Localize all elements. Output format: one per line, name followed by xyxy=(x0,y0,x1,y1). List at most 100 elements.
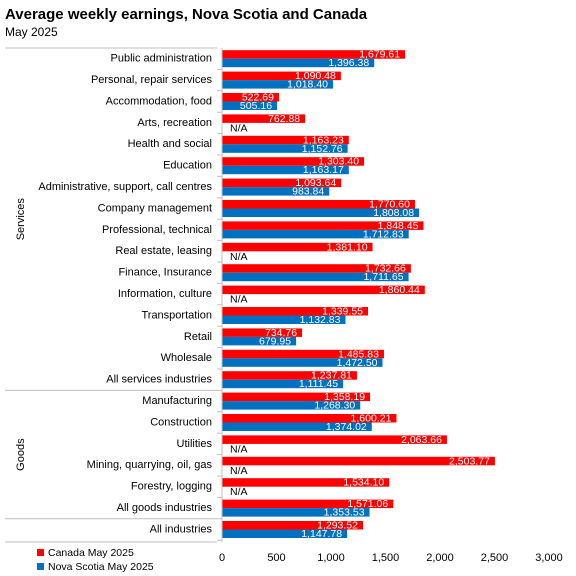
bar-canada xyxy=(222,285,425,295)
bar-nova-scotia xyxy=(222,165,349,175)
category-label: Mining, quarrying, oil, gas xyxy=(87,459,213,471)
data-label: 1,358.19 xyxy=(324,391,365,403)
data-label: 983.84 xyxy=(292,186,324,198)
group-label: Goods xyxy=(15,438,27,471)
category-label: Utilities xyxy=(177,438,213,450)
bar-nova-scotia xyxy=(222,422,372,431)
chart-subtitle: May 2025 xyxy=(5,25,58,39)
data-label: 1,147.78 xyxy=(301,528,342,540)
bar-canada xyxy=(222,307,369,316)
bar-canada xyxy=(222,392,371,402)
data-label: 1,485.83 xyxy=(338,348,379,360)
data-label: 1,111.45 xyxy=(299,378,338,390)
data-label: 762.88 xyxy=(268,113,300,125)
bar-canada xyxy=(222,499,394,509)
category-label: Real estate, leasing xyxy=(115,245,212,257)
bar-nova-scotia xyxy=(222,358,383,367)
bar-canada xyxy=(222,71,341,81)
bar-canada xyxy=(222,414,397,423)
data-label: 1,712.83 xyxy=(363,228,404,240)
x-tick-label: 2,000 xyxy=(426,552,454,564)
bar-canada xyxy=(222,50,406,59)
bar-canada xyxy=(222,371,357,380)
data-label: 1,711.65 xyxy=(363,271,403,283)
data-label: 1,770.60 xyxy=(369,199,410,211)
data-label: 1,339.55 xyxy=(322,306,363,318)
bar-nova-scotia xyxy=(222,379,344,389)
data-label: 1,293.52 xyxy=(317,520,358,532)
data-label: 1,132.83 xyxy=(300,314,341,326)
bar-nova-scotia xyxy=(222,229,409,239)
bar-nova-scotia xyxy=(222,208,420,217)
data-label: 1,090.48 xyxy=(295,70,336,82)
bar-canada xyxy=(222,456,495,466)
bar-canada xyxy=(222,242,373,252)
group-label: Services xyxy=(15,198,27,241)
category-label: Education xyxy=(163,160,212,172)
legend-swatch-nova-scotia xyxy=(37,563,44,570)
data-label: N/A xyxy=(230,251,248,263)
x-tick-label: 2,500 xyxy=(481,552,509,564)
data-label: 1,848.45 xyxy=(378,220,419,232)
data-label: 1,600.21 xyxy=(351,413,392,425)
data-label: 1,860.44 xyxy=(379,284,420,296)
category-label: Personal, repair services xyxy=(91,74,213,86)
chart-title: Average weekly earnings, Nova Scotia and… xyxy=(5,6,368,23)
data-label: 1,381.10 xyxy=(327,241,368,253)
data-label: 1,472.50 xyxy=(337,357,378,369)
bar-canada xyxy=(222,435,447,444)
category-label: Transportation xyxy=(141,309,212,321)
bar-nova-scotia xyxy=(222,508,370,517)
bar-canada xyxy=(222,178,342,188)
bar-canada xyxy=(222,328,303,337)
data-label: N/A xyxy=(230,443,248,455)
bar-canada xyxy=(222,221,424,230)
bar-canada xyxy=(222,349,384,359)
bar-nova-scotia xyxy=(222,401,361,410)
category-label: Manufacturing xyxy=(142,395,212,407)
data-label: 522.69 xyxy=(242,92,274,104)
data-label: 1,163.23 xyxy=(303,134,344,146)
category-label: Construction xyxy=(150,416,212,428)
data-label: 1,018.40 xyxy=(287,79,328,91)
bar-nova-scotia xyxy=(222,529,348,538)
data-label: 1,679.61 xyxy=(359,49,400,61)
data-label: 1,353.53 xyxy=(324,507,365,519)
data-label: 1,732.66 xyxy=(365,263,406,275)
data-label: 1,374.02 xyxy=(326,421,367,433)
category-label: Administrative, support, call centres xyxy=(38,181,212,193)
x-tick-label: 1,500 xyxy=(372,552,400,564)
bar-nova-scotia xyxy=(222,58,375,68)
bar-canada xyxy=(222,157,365,166)
bar-nova-scotia xyxy=(222,336,297,346)
bar-canada xyxy=(222,478,390,487)
bar-canada xyxy=(222,93,279,102)
data-label: 1,396.38 xyxy=(328,57,369,69)
category-label: Information, culture xyxy=(118,288,212,300)
data-label: 1,303.40 xyxy=(318,156,359,168)
category-label: Company management xyxy=(98,202,212,214)
x-tick-label: 0 xyxy=(219,552,225,564)
bar-nova-scotia xyxy=(222,144,348,153)
data-label: 679.95 xyxy=(259,335,291,347)
bar-canada xyxy=(222,200,415,209)
data-label: 1,093.64 xyxy=(295,177,336,189)
data-label: 1,268.30 xyxy=(314,400,355,412)
data-label: 2,503.77 xyxy=(449,455,490,467)
data-label: 1,163.17 xyxy=(303,164,344,176)
category-label: Arts, recreation xyxy=(137,117,212,129)
data-label: 1,571.06 xyxy=(347,498,388,510)
bar-canada xyxy=(222,135,349,145)
data-label: N/A xyxy=(230,465,248,477)
data-label: N/A xyxy=(230,294,248,306)
data-label: 2,063.66 xyxy=(401,434,442,446)
data-label: N/A xyxy=(230,486,248,498)
category-label: Forestry, logging xyxy=(131,481,212,493)
legend-swatch-canada xyxy=(37,549,44,556)
bar-canada xyxy=(222,114,306,123)
category-label: Finance, Insurance xyxy=(118,267,212,279)
category-label: All goods industries xyxy=(117,502,213,514)
category-label: Professional, technical xyxy=(102,224,212,236)
x-tick-label: 1,000 xyxy=(317,552,345,564)
